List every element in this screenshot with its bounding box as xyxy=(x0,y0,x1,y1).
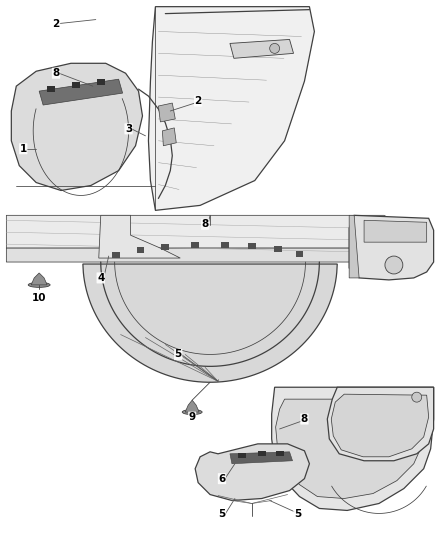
Bar xyxy=(97,79,105,85)
Polygon shape xyxy=(230,452,293,464)
Polygon shape xyxy=(99,215,180,258)
Polygon shape xyxy=(195,444,309,500)
Circle shape xyxy=(270,43,279,53)
Polygon shape xyxy=(185,400,199,412)
Text: 10: 10 xyxy=(32,293,46,303)
Bar xyxy=(248,243,256,249)
Text: 5: 5 xyxy=(175,350,182,359)
Polygon shape xyxy=(11,63,142,190)
Text: 8: 8 xyxy=(53,68,60,78)
Polygon shape xyxy=(364,220,427,242)
Polygon shape xyxy=(7,248,394,262)
Text: 9: 9 xyxy=(189,412,196,422)
Ellipse shape xyxy=(28,282,50,287)
Bar xyxy=(258,451,266,456)
Circle shape xyxy=(385,256,403,274)
Bar xyxy=(47,86,55,92)
Text: 6: 6 xyxy=(219,474,226,483)
Polygon shape xyxy=(159,103,175,122)
Polygon shape xyxy=(349,215,434,280)
Text: 2: 2 xyxy=(194,96,202,106)
Polygon shape xyxy=(327,387,434,461)
Polygon shape xyxy=(230,39,293,58)
Text: 2: 2 xyxy=(53,19,60,29)
Bar xyxy=(276,451,283,456)
Text: 1: 1 xyxy=(20,144,27,154)
Text: 5: 5 xyxy=(294,510,301,520)
Polygon shape xyxy=(31,273,47,285)
Circle shape xyxy=(412,392,422,402)
Bar xyxy=(191,242,199,248)
Bar xyxy=(137,247,145,253)
Text: 8: 8 xyxy=(301,414,308,424)
Polygon shape xyxy=(331,394,429,457)
Bar xyxy=(238,453,246,458)
Bar xyxy=(72,82,80,88)
Polygon shape xyxy=(272,387,434,511)
Text: 5: 5 xyxy=(219,510,226,520)
Bar xyxy=(161,244,170,250)
Text: 4: 4 xyxy=(97,273,104,283)
Text: 3: 3 xyxy=(125,124,132,134)
Bar xyxy=(274,246,282,252)
Text: 8: 8 xyxy=(201,219,209,229)
Polygon shape xyxy=(276,399,429,498)
Polygon shape xyxy=(349,215,359,278)
Polygon shape xyxy=(83,264,337,382)
Bar xyxy=(112,252,120,258)
Bar xyxy=(221,242,229,248)
Polygon shape xyxy=(39,79,123,105)
Bar xyxy=(296,251,304,257)
Polygon shape xyxy=(148,6,314,211)
Ellipse shape xyxy=(182,409,202,415)
Polygon shape xyxy=(162,128,176,146)
Polygon shape xyxy=(7,215,394,250)
